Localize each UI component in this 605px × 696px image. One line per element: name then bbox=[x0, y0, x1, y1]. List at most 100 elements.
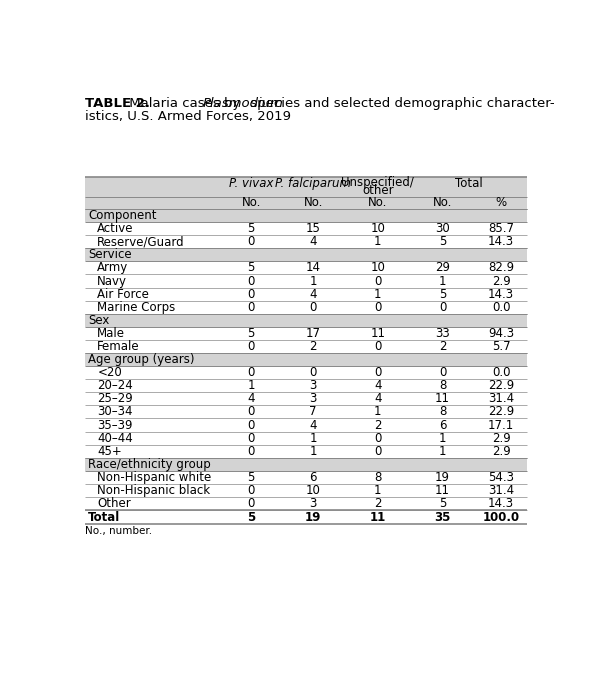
Text: Service: Service bbox=[88, 248, 132, 261]
Text: 11: 11 bbox=[435, 393, 450, 405]
Text: 0.0: 0.0 bbox=[492, 366, 511, 379]
Text: 2: 2 bbox=[309, 340, 317, 353]
Text: 1: 1 bbox=[309, 445, 317, 458]
Text: Other: Other bbox=[97, 497, 131, 510]
Text: 14.3: 14.3 bbox=[488, 235, 514, 248]
Bar bbox=[85, 432, 528, 445]
Text: 1: 1 bbox=[374, 484, 382, 497]
Text: Age group (years): Age group (years) bbox=[88, 353, 195, 366]
Text: 0: 0 bbox=[374, 340, 382, 353]
Text: 94.3: 94.3 bbox=[488, 327, 514, 340]
Text: 45+: 45+ bbox=[97, 445, 122, 458]
Text: No.: No. bbox=[433, 196, 453, 209]
Text: Total: Total bbox=[455, 177, 483, 190]
Text: Navy: Navy bbox=[97, 274, 127, 287]
Text: 82.9: 82.9 bbox=[488, 262, 514, 274]
Text: 14.3: 14.3 bbox=[488, 287, 514, 301]
Text: 1: 1 bbox=[374, 235, 382, 248]
Text: 17.1: 17.1 bbox=[488, 418, 514, 432]
Text: 10: 10 bbox=[370, 262, 385, 274]
Text: 0: 0 bbox=[374, 366, 382, 379]
Text: Plasmodium: Plasmodium bbox=[203, 97, 284, 111]
Bar bbox=[85, 262, 528, 274]
Text: 8: 8 bbox=[439, 379, 446, 393]
Text: 11: 11 bbox=[435, 484, 450, 497]
Text: 1: 1 bbox=[439, 274, 446, 287]
Text: 1: 1 bbox=[309, 432, 317, 445]
Text: 6: 6 bbox=[309, 471, 317, 484]
Text: Race/ethnicity group: Race/ethnicity group bbox=[88, 458, 211, 470]
Text: 0: 0 bbox=[374, 432, 382, 445]
Text: 1: 1 bbox=[439, 445, 446, 458]
Text: 54.3: 54.3 bbox=[488, 471, 514, 484]
Text: 11: 11 bbox=[370, 327, 385, 340]
Text: 0: 0 bbox=[439, 301, 446, 314]
Text: 4: 4 bbox=[374, 393, 382, 405]
Text: 25–29: 25–29 bbox=[97, 393, 133, 405]
Text: 0: 0 bbox=[247, 340, 255, 353]
Text: 35–39: 35–39 bbox=[97, 418, 133, 432]
Text: 0: 0 bbox=[247, 301, 255, 314]
Text: other: other bbox=[362, 184, 394, 197]
Text: <20: <20 bbox=[97, 366, 122, 379]
Bar bbox=[85, 209, 528, 222]
Text: 2: 2 bbox=[439, 340, 446, 353]
Text: 14.3: 14.3 bbox=[488, 497, 514, 510]
Text: %: % bbox=[495, 196, 506, 209]
Text: Female: Female bbox=[97, 340, 140, 353]
Text: 6: 6 bbox=[439, 418, 446, 432]
Text: Component: Component bbox=[88, 209, 157, 222]
Text: 11: 11 bbox=[370, 511, 386, 523]
Text: 35: 35 bbox=[434, 511, 451, 523]
Text: P. vivax: P. vivax bbox=[229, 177, 273, 190]
Bar bbox=[85, 458, 528, 470]
Text: 4: 4 bbox=[309, 235, 317, 248]
Text: 0: 0 bbox=[310, 301, 317, 314]
Bar bbox=[85, 235, 528, 248]
Bar bbox=[85, 445, 528, 458]
Text: Marine Corps: Marine Corps bbox=[97, 301, 175, 314]
Text: Non-Hispanic white: Non-Hispanic white bbox=[97, 471, 212, 484]
Text: Male: Male bbox=[97, 327, 125, 340]
Text: 19: 19 bbox=[435, 471, 450, 484]
Text: 1: 1 bbox=[309, 274, 317, 287]
Bar bbox=[85, 248, 528, 262]
Bar bbox=[85, 470, 528, 484]
Bar bbox=[85, 222, 528, 235]
Text: 5: 5 bbox=[247, 511, 255, 523]
Bar bbox=[85, 197, 528, 209]
Text: 14: 14 bbox=[306, 262, 321, 274]
Text: 8: 8 bbox=[439, 406, 446, 418]
Text: 40–44: 40–44 bbox=[97, 432, 133, 445]
Text: 0.0: 0.0 bbox=[492, 301, 511, 314]
Text: 0: 0 bbox=[247, 418, 255, 432]
Bar bbox=[85, 393, 528, 405]
Text: 10: 10 bbox=[306, 484, 321, 497]
Text: 5: 5 bbox=[439, 235, 446, 248]
Text: 85.7: 85.7 bbox=[488, 222, 514, 235]
Text: 4: 4 bbox=[247, 393, 255, 405]
Text: 5: 5 bbox=[247, 327, 255, 340]
Bar bbox=[85, 353, 528, 366]
Text: 3: 3 bbox=[310, 497, 317, 510]
Bar bbox=[85, 287, 528, 301]
Text: 20–24: 20–24 bbox=[97, 379, 133, 393]
Text: 19: 19 bbox=[305, 511, 321, 523]
Text: 0: 0 bbox=[247, 432, 255, 445]
Text: TABLE 2.: TABLE 2. bbox=[85, 97, 150, 111]
Text: 5: 5 bbox=[247, 222, 255, 235]
Text: 0: 0 bbox=[247, 274, 255, 287]
Text: 31.4: 31.4 bbox=[488, 484, 514, 497]
Bar bbox=[85, 340, 528, 353]
Text: 7: 7 bbox=[309, 406, 317, 418]
Bar bbox=[85, 497, 528, 510]
Bar bbox=[85, 484, 528, 497]
Text: 4: 4 bbox=[309, 287, 317, 301]
Text: 1: 1 bbox=[374, 287, 382, 301]
Text: 0: 0 bbox=[374, 274, 382, 287]
Text: 22.9: 22.9 bbox=[488, 406, 514, 418]
Text: 0: 0 bbox=[247, 406, 255, 418]
Text: 10: 10 bbox=[370, 222, 385, 235]
Bar bbox=[85, 405, 528, 418]
Text: 30–34: 30–34 bbox=[97, 406, 133, 418]
